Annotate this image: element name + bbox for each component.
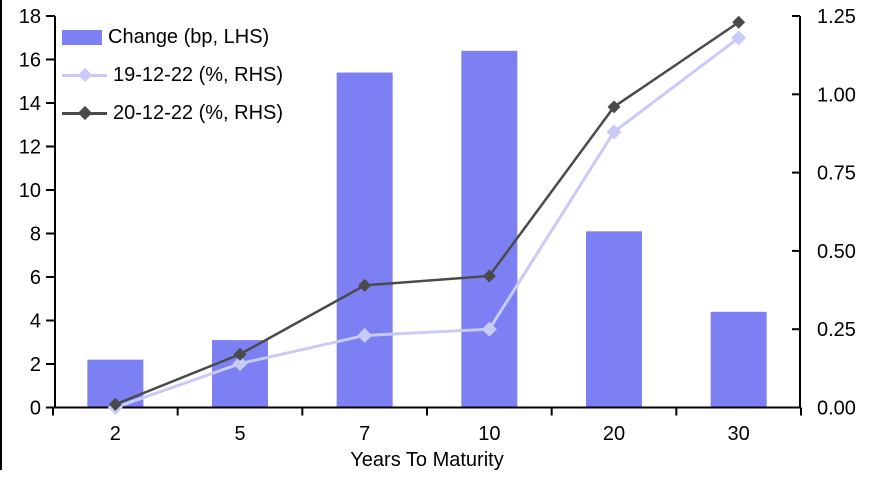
left-axis-tick-label: 10 (19, 180, 41, 202)
series-19-12-22-line (114, 36, 740, 409)
series-20-12-22-marker (607, 100, 621, 114)
x-axis-title: Years To Maturity (350, 449, 504, 471)
legend-item-19-12-22: 19-12-22 (%, RHS) (62, 56, 283, 94)
left-axis-tick-label: 8 (30, 224, 41, 246)
series-20-12-22-marker (732, 15, 746, 29)
left-axis-tick-label: 14 (19, 93, 41, 115)
left-axis-tick-label: 2 (30, 354, 41, 376)
x-axis-tick-label: 2 (110, 423, 121, 445)
legend-label: Change (bp, LHS) (108, 26, 270, 48)
x-axis-tick-label: 30 (728, 423, 750, 445)
legend-label: 19-12-22 (%, RHS) (113, 64, 284, 86)
series-19-12-22-marker (481, 321, 497, 337)
right-axis-tick-label: 0.00 (817, 398, 856, 420)
legend: Change (bp, LHS) 19-12-22 (%, RHS) 20-12… (62, 18, 283, 132)
bar-change (710, 311, 767, 408)
bar-change (586, 231, 642, 408)
x-axis-tick-label: 20 (603, 423, 625, 445)
series-19-12-22-marker (731, 30, 747, 46)
left-axis-tick-label: 0 (30, 398, 41, 420)
x-axis-tick-label: 10 (478, 423, 500, 445)
right-axis-tick-label: 0.75 (817, 163, 856, 185)
series-19-12-22-marker (606, 124, 622, 140)
bar-change (336, 72, 393, 408)
x-axis-tick-label: 5 (234, 423, 245, 445)
frame-left-border (0, 0, 2, 470)
right-axis-tick-label: 1.25 (817, 6, 856, 28)
legend-line-diamond-icon (62, 66, 107, 84)
legend-label: 20-12-22 (%, RHS) (113, 102, 284, 124)
legend-line-diamond-icon (62, 104, 107, 122)
left-axis-tick-label: 4 (30, 311, 41, 333)
left-axis-tick-label: 12 (19, 137, 41, 159)
series-19-12-22-marker (357, 327, 373, 343)
series-20-12-22-marker (233, 347, 247, 361)
bar-change (461, 50, 518, 408)
left-axis-tick-label: 6 (30, 267, 41, 289)
series-20-12-22-line (114, 21, 740, 406)
left-axis-tick-label: 18 (19, 6, 41, 28)
legend-item-change: Change (bp, LHS) (62, 18, 283, 56)
right-axis-tick-label: 0.50 (817, 241, 856, 263)
legend-bar-swatch-icon (62, 29, 102, 45)
series-20-12-22-marker (108, 397, 122, 411)
series-20-12-22-marker (358, 278, 372, 292)
series-19-12-22-marker (232, 356, 248, 372)
right-axis-tick-label: 0.25 (817, 319, 856, 341)
x-axis-tick-label: 7 (359, 423, 370, 445)
series-20-12-22-marker (482, 269, 496, 283)
left-axis-tick-label: 16 (19, 50, 41, 72)
legend-item-20-12-22: 20-12-22 (%, RHS) (62, 94, 283, 132)
right-axis-tick-label: 1.00 (817, 84, 856, 106)
